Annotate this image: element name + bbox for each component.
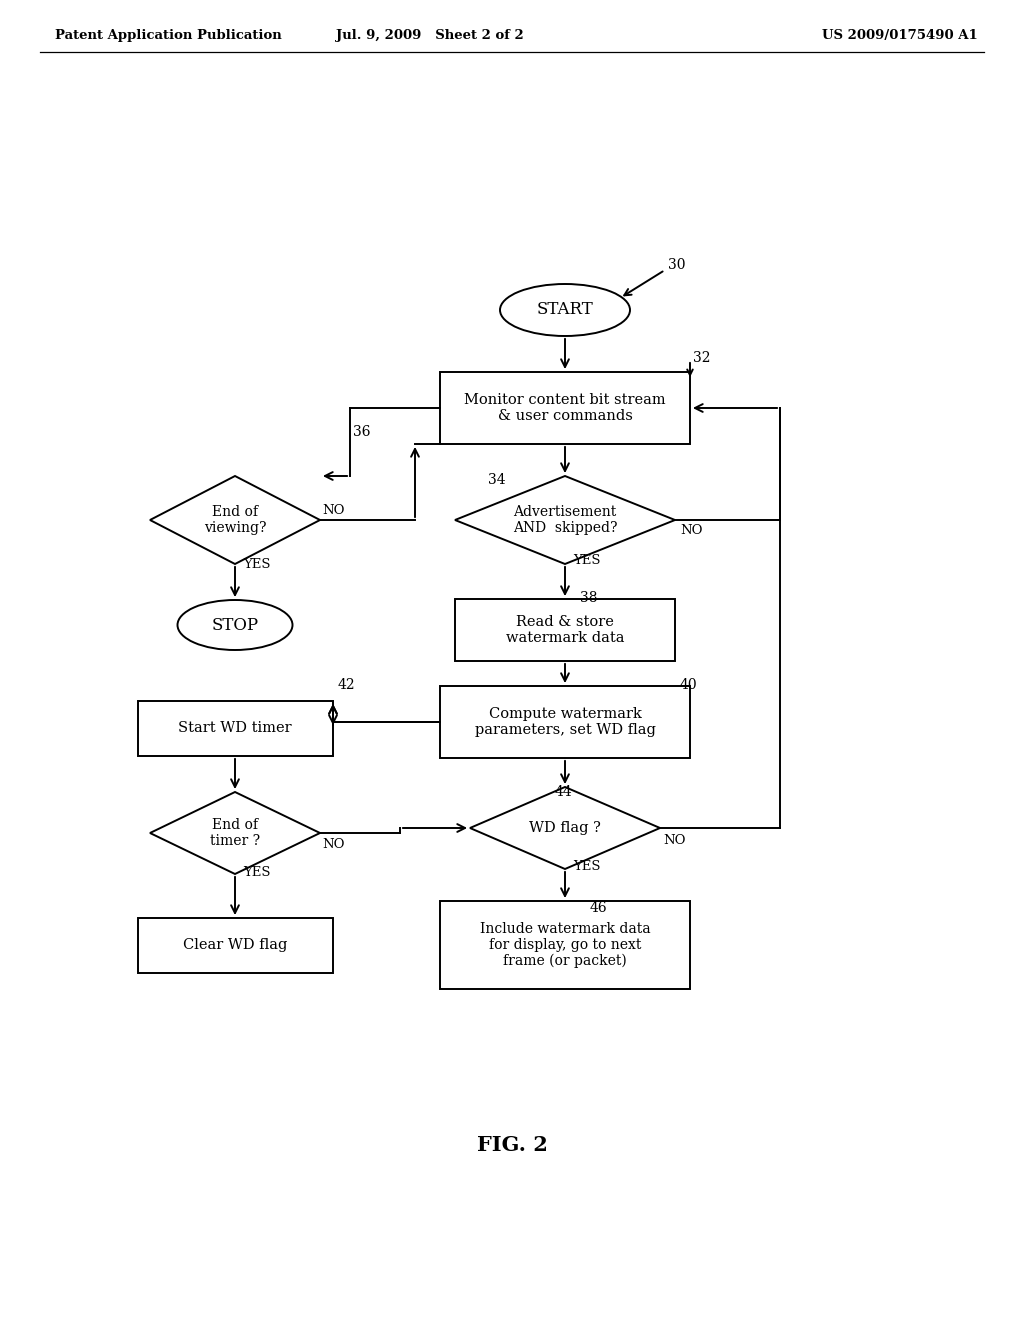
- Text: YES: YES: [243, 866, 270, 879]
- Text: Start WD timer: Start WD timer: [178, 721, 292, 735]
- Text: 40: 40: [680, 678, 697, 692]
- Bar: [455, 599, 675, 661]
- Text: YES: YES: [573, 553, 600, 566]
- Text: 34: 34: [488, 473, 506, 487]
- Bar: [137, 701, 333, 755]
- Text: NO: NO: [663, 833, 685, 846]
- Text: 32: 32: [693, 351, 711, 366]
- Bar: [137, 917, 333, 973]
- Text: Read & store
watermark data: Read & store watermark data: [506, 615, 625, 645]
- Polygon shape: [150, 477, 319, 564]
- Text: FIG. 2: FIG. 2: [476, 1135, 548, 1155]
- Ellipse shape: [500, 284, 630, 337]
- Ellipse shape: [177, 601, 293, 649]
- Text: WD flag ?: WD flag ?: [529, 821, 601, 836]
- Text: US 2009/0175490 A1: US 2009/0175490 A1: [822, 29, 978, 41]
- Polygon shape: [470, 787, 660, 869]
- Text: Jul. 9, 2009   Sheet 2 of 2: Jul. 9, 2009 Sheet 2 of 2: [336, 29, 524, 41]
- Text: YES: YES: [243, 557, 270, 570]
- Text: Compute watermark
parameters, set WD flag: Compute watermark parameters, set WD fla…: [474, 708, 655, 737]
- Text: 30: 30: [668, 257, 685, 272]
- Text: START: START: [537, 301, 593, 318]
- Polygon shape: [150, 792, 319, 874]
- Bar: [440, 686, 690, 758]
- Text: NO: NO: [680, 524, 702, 536]
- Text: 44: 44: [555, 785, 572, 799]
- Text: End of
timer ?: End of timer ?: [210, 818, 260, 849]
- Text: 36: 36: [353, 425, 371, 440]
- Bar: [440, 372, 690, 444]
- Text: 38: 38: [580, 591, 597, 605]
- Bar: [440, 902, 690, 989]
- Text: NO: NO: [322, 503, 344, 516]
- Text: NO: NO: [322, 837, 344, 850]
- Text: YES: YES: [573, 861, 600, 874]
- Text: End of
viewing?: End of viewing?: [204, 504, 266, 535]
- Text: Patent Application Publication: Patent Application Publication: [55, 29, 282, 41]
- Text: Clear WD flag: Clear WD flag: [183, 939, 287, 952]
- Text: Include watermark data
for display, go to next
frame (or packet): Include watermark data for display, go t…: [479, 921, 650, 969]
- Text: 46: 46: [590, 902, 607, 915]
- Text: Advertisement
AND  skipped?: Advertisement AND skipped?: [513, 504, 617, 535]
- Polygon shape: [455, 477, 675, 564]
- Text: 42: 42: [338, 678, 355, 692]
- Text: Monitor content bit stream
& user commands: Monitor content bit stream & user comman…: [464, 393, 666, 424]
- Text: STOP: STOP: [211, 616, 259, 634]
